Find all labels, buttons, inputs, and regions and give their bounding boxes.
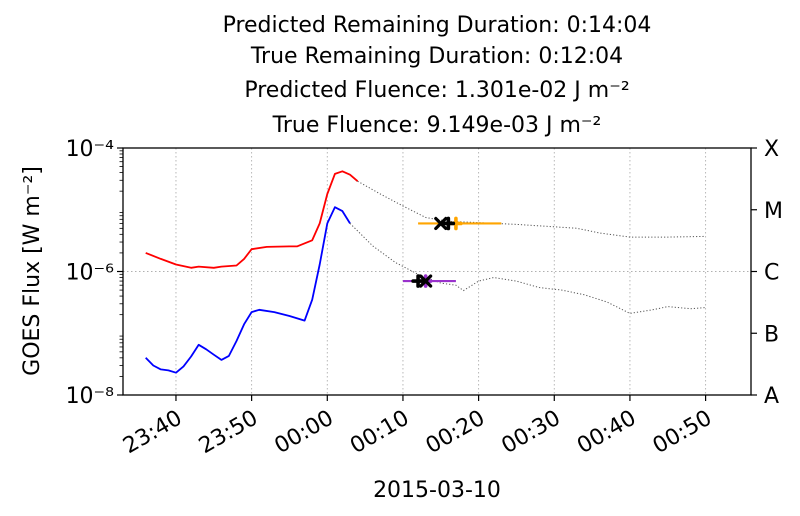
title-line-3: Predicted Fluence: 1.301e-02 J m⁻² <box>244 78 629 103</box>
x-tick-label: 23:40 <box>119 406 186 459</box>
x-tick-label: 00:00 <box>270 406 337 459</box>
prediction-markers <box>402 216 502 288</box>
x-tick-label: 00:10 <box>346 406 413 459</box>
x-tick-label: 00:50 <box>649 406 716 459</box>
x-tick-label: 00:40 <box>573 406 640 459</box>
chart-title: Predicted Remaining Duration: 0:14:04 Tr… <box>223 13 652 138</box>
y-tick-label: 10⁻⁸ <box>66 384 115 409</box>
y-axis-ticks: 10⁻⁴ 10⁻⁶ 10⁻⁸ <box>66 137 123 409</box>
class-tick-label-c: C <box>764 261 779 286</box>
y-tick-label: 10⁻⁶ <box>66 261 115 286</box>
title-line-4: True Fluence: 9.149e-03 J m⁻² <box>272 113 602 138</box>
y-tick-label: 10⁻⁴ <box>66 137 115 162</box>
x-tick-label: 23:50 <box>195 406 262 459</box>
prediction-marker <box>418 216 502 231</box>
observed-flux-line <box>145 206 351 374</box>
marker-cross <box>411 274 425 288</box>
prediction-marker <box>419 274 433 288</box>
flare-class-axis: X M C B A <box>751 137 783 409</box>
x-axis-ticks: 23:40 23:50 00:00 00:10 00:20 00:30 00:40 00:50 <box>119 395 716 459</box>
prediction-marker <box>441 216 456 231</box>
class-tick-label-x: X <box>764 137 779 162</box>
series-lines <box>145 170 706 374</box>
class-tick-label-a: A <box>764 384 779 409</box>
observed-flux-line <box>145 170 359 269</box>
title-line-2: True Remaining Duration: 0:12:04 <box>250 44 623 69</box>
marker-cross <box>441 216 456 231</box>
prediction-marker <box>434 216 448 231</box>
y-axis-label: GOES Flux [W m⁻²] <box>20 166 45 376</box>
x-axis-label: 2015-03-10 <box>373 478 501 503</box>
class-tick-label-b: B <box>764 322 779 347</box>
marker-x <box>434 216 448 231</box>
x-tick-label: 00:30 <box>497 406 564 459</box>
projected-flux-line <box>357 180 706 238</box>
marker-x <box>419 274 433 288</box>
class-tick-label-m: M <box>764 199 783 224</box>
prediction-marker <box>411 274 425 288</box>
title-line-1: Predicted Remaining Duration: 0:14:04 <box>223 13 652 38</box>
x-tick-label: 00:20 <box>422 406 489 459</box>
